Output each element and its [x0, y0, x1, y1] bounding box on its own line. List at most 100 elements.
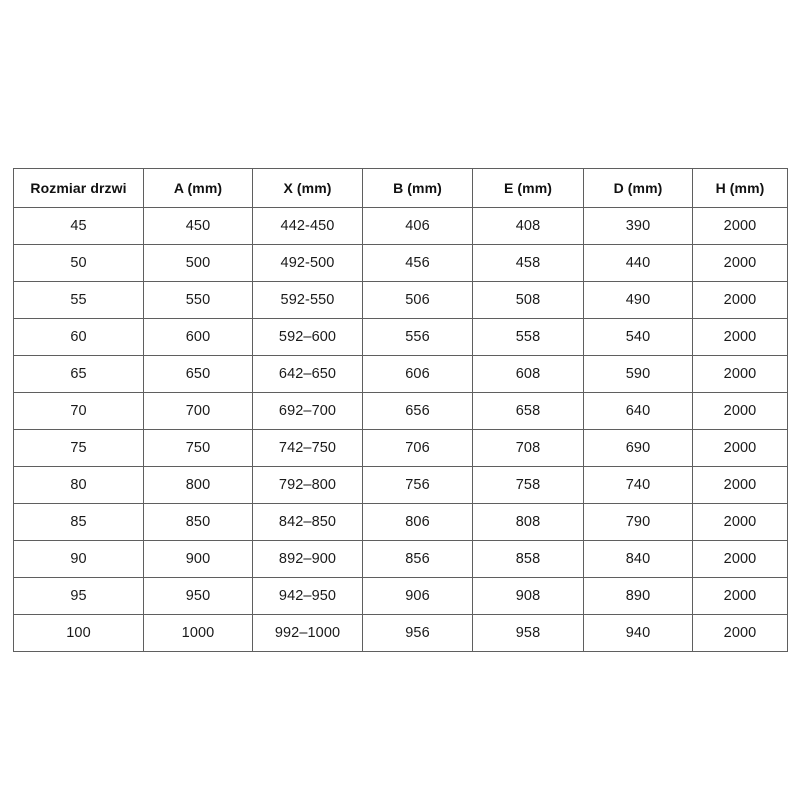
- cell-b: 406: [362, 207, 473, 245]
- cell-x: 692–700: [252, 392, 363, 430]
- cell-h: 2000: [692, 244, 788, 282]
- cell-b: 756: [362, 466, 473, 504]
- cell-d: 440: [583, 244, 693, 282]
- cell-size: 65: [13, 355, 144, 393]
- cell-e: 958: [472, 614, 584, 652]
- table-body: 45 450 442-450 406 408 390 2000 50 500 4…: [13, 207, 788, 652]
- cell-h: 2000: [692, 281, 788, 319]
- cell-size: 100: [13, 614, 144, 652]
- cell-a: 500: [143, 244, 253, 282]
- cell-a: 650: [143, 355, 253, 393]
- cell-e: 758: [472, 466, 584, 504]
- door-size-specification-table: Rozmiar drzwi A (mm) X (mm) B (mm) E (mm…: [13, 168, 788, 652]
- cell-d: 740: [583, 466, 693, 504]
- cell-d: 690: [583, 429, 693, 467]
- cell-h: 2000: [692, 503, 788, 541]
- cell-a: 900: [143, 540, 253, 578]
- cell-d: 540: [583, 318, 693, 356]
- table-row: 45 450 442-450 406 408 390 2000: [13, 207, 788, 245]
- cell-a: 450: [143, 207, 253, 245]
- table-row: 60 600 592–600 556 558 540 2000: [13, 318, 788, 356]
- column-header-d-mm: D (mm): [583, 168, 693, 208]
- cell-size: 50: [13, 244, 144, 282]
- cell-x: 842–850: [252, 503, 363, 541]
- cell-e: 408: [472, 207, 584, 245]
- table-row: 85 850 842–850 806 808 790 2000: [13, 503, 788, 541]
- table-row: 100 1000 992–1000 956 958 940 2000: [13, 614, 788, 652]
- cell-d: 790: [583, 503, 693, 541]
- table-row: 90 900 892–900 856 858 840 2000: [13, 540, 788, 578]
- column-header-h-mm: H (mm): [692, 168, 788, 208]
- cell-x: 942–950: [252, 577, 363, 615]
- table-header: Rozmiar drzwi A (mm) X (mm) B (mm) E (mm…: [13, 168, 788, 208]
- cell-d: 940: [583, 614, 693, 652]
- table-row: 80 800 792–800 756 758 740 2000: [13, 466, 788, 504]
- column-header-a-mm: A (mm): [143, 168, 253, 208]
- cell-h: 2000: [692, 392, 788, 430]
- cell-size: 60: [13, 318, 144, 356]
- cell-e: 808: [472, 503, 584, 541]
- cell-h: 2000: [692, 355, 788, 393]
- cell-b: 506: [362, 281, 473, 319]
- cell-e: 858: [472, 540, 584, 578]
- cell-h: 2000: [692, 207, 788, 245]
- column-header-b-mm: B (mm): [362, 168, 473, 208]
- cell-h: 2000: [692, 577, 788, 615]
- cell-e: 908: [472, 577, 584, 615]
- cell-a: 600: [143, 318, 253, 356]
- cell-d: 590: [583, 355, 693, 393]
- cell-b: 956: [362, 614, 473, 652]
- cell-x: 592–600: [252, 318, 363, 356]
- cell-x: 592-550: [252, 281, 363, 319]
- cell-b: 806: [362, 503, 473, 541]
- cell-size: 90: [13, 540, 144, 578]
- cell-e: 508: [472, 281, 584, 319]
- column-header-x-mm: X (mm): [252, 168, 363, 208]
- cell-e: 558: [472, 318, 584, 356]
- table-header-row: Rozmiar drzwi A (mm) X (mm) B (mm) E (mm…: [13, 168, 788, 208]
- cell-a: 850: [143, 503, 253, 541]
- cell-size: 80: [13, 466, 144, 504]
- cell-x: 992–1000: [252, 614, 363, 652]
- cell-x: 792–800: [252, 466, 363, 504]
- column-header-e-mm: E (mm): [472, 168, 584, 208]
- cell-size: 85: [13, 503, 144, 541]
- cell-a: 950: [143, 577, 253, 615]
- cell-a: 700: [143, 392, 253, 430]
- cell-size: 95: [13, 577, 144, 615]
- table-row: 55 550 592-550 506 508 490 2000: [13, 281, 788, 319]
- cell-x: 642–650: [252, 355, 363, 393]
- cell-h: 2000: [692, 614, 788, 652]
- cell-e: 658: [472, 392, 584, 430]
- cell-d: 390: [583, 207, 693, 245]
- cell-d: 490: [583, 281, 693, 319]
- cell-a: 1000: [143, 614, 253, 652]
- cell-a: 800: [143, 466, 253, 504]
- cell-h: 2000: [692, 540, 788, 578]
- cell-x: 892–900: [252, 540, 363, 578]
- cell-b: 856: [362, 540, 473, 578]
- cell-d: 890: [583, 577, 693, 615]
- cell-d: 640: [583, 392, 693, 430]
- cell-size: 75: [13, 429, 144, 467]
- cell-d: 840: [583, 540, 693, 578]
- cell-h: 2000: [692, 429, 788, 467]
- cell-size: 70: [13, 392, 144, 430]
- table-row: 50 500 492-500 456 458 440 2000: [13, 244, 788, 282]
- table-row: 75 750 742–750 706 708 690 2000: [13, 429, 788, 467]
- cell-x: 492-500: [252, 244, 363, 282]
- column-header-rozmiar-drzwi: Rozmiar drzwi: [13, 168, 144, 208]
- cell-h: 2000: [692, 466, 788, 504]
- table-row: 95 950 942–950 906 908 890 2000: [13, 577, 788, 615]
- cell-e: 458: [472, 244, 584, 282]
- cell-x: 442-450: [252, 207, 363, 245]
- cell-b: 456: [362, 244, 473, 282]
- cell-a: 750: [143, 429, 253, 467]
- cell-b: 606: [362, 355, 473, 393]
- cell-size: 45: [13, 207, 144, 245]
- cell-a: 550: [143, 281, 253, 319]
- cell-h: 2000: [692, 318, 788, 356]
- cell-size: 55: [13, 281, 144, 319]
- cell-b: 556: [362, 318, 473, 356]
